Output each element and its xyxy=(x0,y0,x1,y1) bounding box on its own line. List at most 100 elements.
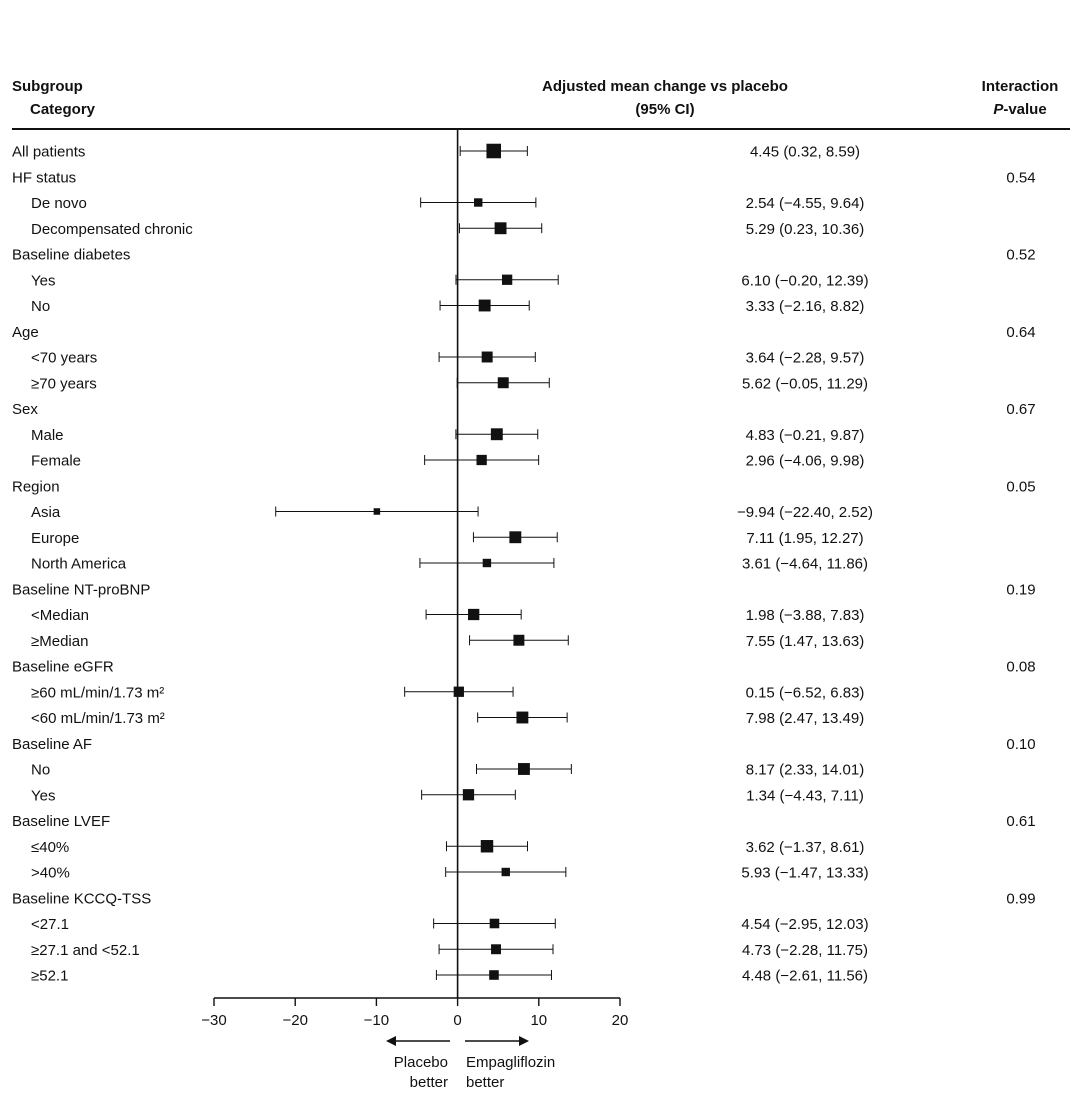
row-label: Age xyxy=(12,324,39,341)
group-row: Baseline KCCQ-TSS 0.99 xyxy=(12,890,1036,907)
ci-value-text: 7.55 (1.47, 13.63) xyxy=(746,633,864,650)
subgroup-row: >40% 5.93 (−1.47, 13.33) xyxy=(31,865,869,882)
subgroup-row: Male 4.83 (−0.21, 9.87) xyxy=(31,427,864,444)
x-tick-label: 10 xyxy=(530,1012,547,1029)
interaction-p-value: 0.54 xyxy=(1006,169,1035,186)
row-label: Female xyxy=(31,453,81,470)
point-estimate-marker xyxy=(491,944,501,955)
point-estimate-marker xyxy=(476,454,487,466)
row-label: <Median xyxy=(31,607,89,624)
point-estimate-marker xyxy=(497,377,509,389)
subgroup-row: Decompensated chronic 5.29 (0.23, 10.36) xyxy=(31,221,864,238)
point-estimate-marker xyxy=(453,686,464,697)
category-header-label: Category xyxy=(30,101,96,118)
ci-value-text: 4.48 (−2.61, 11.56) xyxy=(742,968,868,985)
subgroup-row: North America 3.61 (−4.64, 11.86) xyxy=(31,556,868,573)
subgroup-row: Yes 1.34 (−4.43, 7.11) xyxy=(31,787,864,804)
group-row: Baseline NT-proBNP 0.19 xyxy=(12,581,1036,598)
row-label: HF status xyxy=(12,169,76,186)
direction-labels: Placebo better Empagliflozin better xyxy=(386,1036,555,1091)
point-estimate-marker xyxy=(513,634,525,646)
subgroup-row: ≥60 mL/min/1.73 m² 0.15 (−6.52, 6.83) xyxy=(31,684,864,701)
subgroup-row: ≥52.1 4.48 (−2.61, 11.56) xyxy=(31,968,868,985)
interaction-p-value: 0.05 xyxy=(1006,478,1035,495)
subgroup-row: ≥Median 7.55 (1.47, 13.63) xyxy=(31,633,864,650)
subgroup-row: Europe 7.11 (1.95, 12.27) xyxy=(31,530,864,547)
row-label: No xyxy=(31,762,50,779)
row-label: ≥Median xyxy=(31,633,88,650)
ci-value-text: 5.93 (−1.47, 13.33) xyxy=(741,865,868,882)
point-estimate-marker xyxy=(474,198,483,207)
point-estimate-marker xyxy=(494,222,507,235)
ci-value-text: 7.98 (2.47, 13.49) xyxy=(746,710,864,727)
row-label: >40% xyxy=(31,865,70,882)
row-label: All patients xyxy=(12,144,85,161)
placebo-better-line1: Placebo xyxy=(394,1054,448,1071)
group-row: HF status 0.54 xyxy=(12,169,1036,186)
point-estimate-marker xyxy=(518,763,530,775)
row-label: Sex xyxy=(12,401,38,418)
row-label: <60 mL/min/1.73 m² xyxy=(31,710,165,727)
ci-value-text: 0.15 (−6.52, 6.83) xyxy=(746,684,865,701)
empagliflozin-better-line1: Empagliflozin xyxy=(466,1054,555,1071)
row-label: Yes xyxy=(31,272,55,289)
subgroup-row: <27.1 4.54 (−2.95, 12.03) xyxy=(31,916,869,933)
subgroup-row: Yes 6.10 (−0.20, 12.39) xyxy=(31,272,869,289)
interaction-p-value: 0.08 xyxy=(1006,659,1035,676)
x-tick-label: −20 xyxy=(282,1012,307,1029)
subgroup-row: ≤40% 3.62 (−1.37, 8.61) xyxy=(31,839,864,856)
row-label: North America xyxy=(31,556,127,573)
ci-value-text: 5.62 (−0.05, 11.29) xyxy=(742,375,868,392)
interaction-p-value: 0.61 xyxy=(1006,813,1035,830)
group-row: Baseline eGFR 0.08 xyxy=(12,659,1036,676)
column-header-subgroup: Subgroup Category xyxy=(12,75,95,121)
row-label: Baseline LVEF xyxy=(12,813,110,830)
subgroup-row: No 3.33 (−2.16, 8.82) xyxy=(31,298,864,315)
ci-value-text: 8.17 (2.33, 14.01) xyxy=(746,762,864,779)
point-estimate-marker xyxy=(509,531,522,544)
row-label: Baseline diabetes xyxy=(12,247,130,264)
placebo-better-line2: better xyxy=(410,1074,448,1091)
point-estimate-marker xyxy=(501,867,510,877)
ci-value-text: 3.33 (−2.16, 8.82) xyxy=(746,298,865,315)
x-tick-label: −10 xyxy=(364,1012,389,1029)
row-label: No xyxy=(31,298,50,315)
ci-value-text: 1.34 (−4.43, 7.11) xyxy=(746,787,864,804)
point-estimate-marker xyxy=(462,789,475,801)
group-row: All patients 4.45 (0.32, 8.59) xyxy=(12,144,860,161)
effect-header-line2: (95% CI) xyxy=(635,101,695,118)
ci-value-text: 3.64 (−2.28, 9.57) xyxy=(746,350,865,367)
x-tick-label: 0 xyxy=(453,1012,461,1029)
point-estimate-marker xyxy=(490,428,503,441)
point-estimate-marker xyxy=(482,558,492,568)
subgroup-header-label: Subgroup xyxy=(12,78,83,95)
ci-value-text: 2.96 (−4.06, 9.98) xyxy=(746,453,865,470)
point-estimate-marker xyxy=(373,508,381,515)
row-label: ≥60 mL/min/1.73 m² xyxy=(31,684,164,701)
subgroup-row: <70 years 3.64 (−2.28, 9.57) xyxy=(31,350,864,367)
row-label: Baseline AF xyxy=(12,736,92,753)
subgroup-row: ≥27.1 and <52.1 4.73 (−2.28, 11.75) xyxy=(31,942,868,959)
ci-value-text: 4.83 (−0.21, 9.87) xyxy=(746,427,865,444)
interaction-header-line1: Interaction xyxy=(981,78,1059,95)
point-estimate-marker xyxy=(486,143,502,159)
ci-value-text: 4.73 (−2.28, 11.75) xyxy=(742,942,868,959)
ci-value-text: 6.10 (−0.20, 12.39) xyxy=(741,272,868,289)
effect-header-line1: Adjusted mean change vs placebo xyxy=(542,78,788,95)
row-label: Yes xyxy=(31,787,55,804)
ci-value-text: 4.45 (0.32, 8.59) xyxy=(750,144,860,161)
point-estimate-marker xyxy=(489,970,499,980)
row-label: Baseline KCCQ-TSS xyxy=(12,890,151,907)
interaction-header-value: -value xyxy=(1003,101,1047,118)
interaction-p-value: 0.52 xyxy=(1006,247,1035,264)
row-label: Region xyxy=(12,478,60,495)
group-row: Baseline diabetes 0.52 xyxy=(12,247,1036,264)
x-tick-label: −30 xyxy=(201,1012,226,1029)
row-label: Baseline NT-proBNP xyxy=(12,581,150,598)
ci-value-text: 4.54 (−2.95, 12.03) xyxy=(741,916,868,933)
subgroup-row: Asia −9.94 (−22.40, 2.52) xyxy=(31,504,873,521)
placebo-arrow-head-icon xyxy=(386,1036,396,1046)
row-label: ≥52.1 xyxy=(31,968,68,985)
column-header-interaction: Interaction P-value xyxy=(960,75,1080,121)
row-label: ≤40% xyxy=(31,839,69,856)
